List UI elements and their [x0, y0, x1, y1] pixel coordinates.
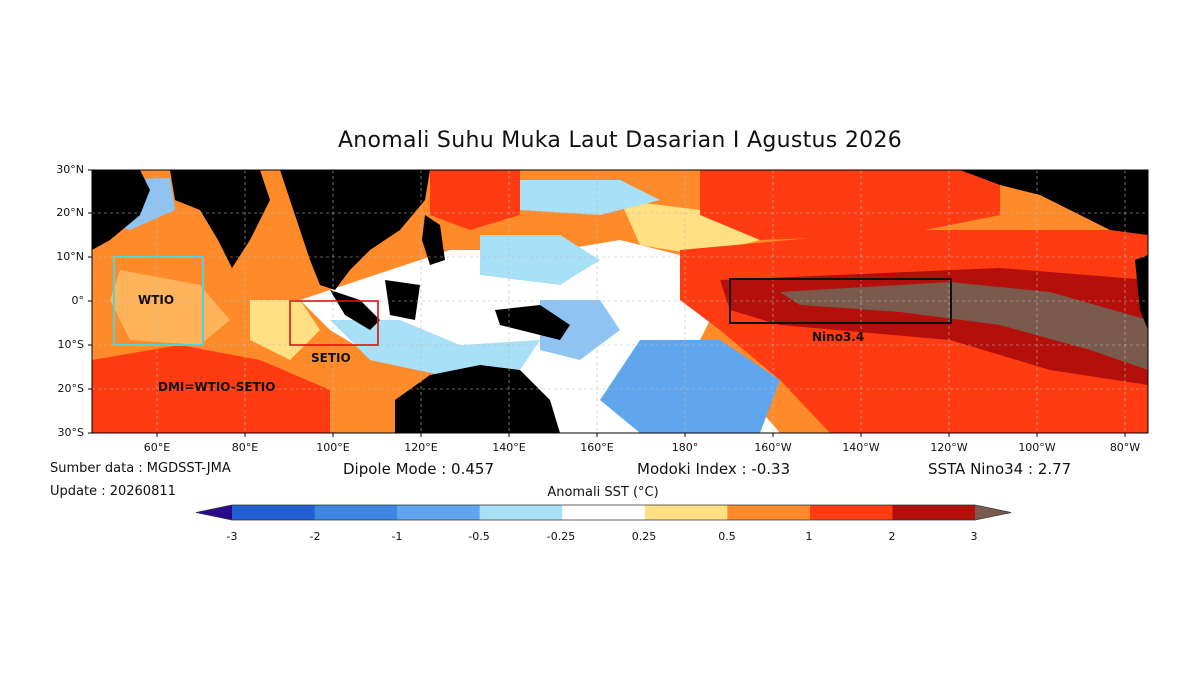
update-date: Update : 20260811	[50, 484, 176, 499]
land-philippines	[422, 215, 445, 265]
colorbar-tick-label: -3	[226, 530, 238, 543]
colorbar-extend-high	[975, 505, 1011, 520]
lat-label: 0°	[71, 294, 85, 307]
lon-label: 140°E	[492, 441, 526, 454]
land-sumatra-borneo	[330, 280, 420, 330]
lon-label: 180°	[671, 441, 699, 454]
lat-label: 30°N	[56, 163, 84, 176]
land-americas	[960, 170, 1148, 235]
land-arabia-africa	[92, 170, 150, 250]
land-new-guinea	[495, 305, 570, 340]
north-pacific-strong-warm	[430, 170, 520, 230]
lat-label: 10°N	[56, 250, 84, 263]
indian-ocean-strong-warm	[92, 345, 330, 433]
colorbar-segment	[479, 505, 563, 520]
colorbar-segment	[892, 505, 976, 520]
lon-label: 60°E	[143, 441, 171, 454]
north-pacific-mild	[620, 200, 760, 255]
indian-ocean-mild-area	[110, 270, 230, 345]
colorbar-tick-label: 1	[805, 530, 813, 543]
lat-label: 20°S	[57, 382, 84, 395]
lon-label: 120°W	[930, 441, 968, 454]
colorbar-segment	[644, 505, 728, 520]
map-gridlines	[92, 170, 1148, 433]
colorbar-tick-label: -0.25	[546, 530, 576, 543]
wtio-box	[113, 256, 204, 346]
lon-label: 120°E	[404, 441, 438, 454]
colorbar-tick-label: -0.5	[468, 530, 490, 543]
land-south-america-coast	[1135, 255, 1148, 330]
lon-label: 160°W	[754, 441, 792, 454]
colorbar-extend-low	[196, 505, 232, 520]
figure-title: Anomali Suhu Muka Laut Dasarian I Agustu…	[337, 128, 903, 153]
colorbar-tick-label: 3	[970, 530, 978, 543]
lon-label: 140°W	[842, 441, 880, 454]
colorbar-tick-label: 0.5	[718, 530, 736, 543]
land-australia	[395, 365, 560, 433]
setio-box	[289, 300, 379, 346]
lon-label: 100°W	[1018, 441, 1056, 454]
colorbar-segment	[727, 505, 811, 520]
nino34-box	[729, 278, 952, 324]
lon-label: 80°E	[231, 441, 259, 454]
north-pacific-cool-band	[520, 180, 660, 215]
land-southeast-asia	[280, 170, 430, 290]
dmi-label: DMI=WTIO-SETIO	[158, 380, 275, 394]
colorbar-tick-label: -2	[309, 530, 321, 543]
lon-label: 100°E	[316, 441, 350, 454]
colorbar-outline	[195, 504, 1012, 521]
colorbar-tick-label: -1	[391, 530, 403, 543]
wtio-label: WTIO	[138, 293, 174, 307]
colorbar-segment	[314, 505, 398, 520]
colorbar-title: Anomali SST (°C)	[547, 485, 659, 500]
lat-label: 10°S	[57, 338, 84, 351]
north-west-pacific-cool	[480, 235, 600, 285]
nino34-label: Nino3.4	[812, 330, 864, 344]
dipole-mode-index: Dipole Mode : 0.457	[343, 460, 494, 478]
map-axis-ticks	[88, 169, 1126, 437]
equatorial-pacific-extreme-warm	[780, 282, 1148, 370]
colorbar	[195, 504, 1012, 521]
colorbar-segment	[809, 505, 893, 520]
modoki-index: Modoki Index : -0.33	[637, 460, 791, 478]
south-pacific-cool	[600, 340, 780, 433]
indonesia-cool	[330, 320, 540, 375]
colorbar-segment	[232, 505, 316, 520]
colorbar-tick-label: 2	[888, 530, 896, 543]
setio-label: SETIO	[311, 351, 351, 365]
ssta-nino34: SSTA Nino34 : 2.77	[928, 460, 1072, 478]
lon-label: 80°W	[1109, 441, 1141, 454]
colorbar-tick-label: 0.25	[631, 530, 657, 543]
lon-label: 160°E	[580, 441, 614, 454]
lat-label: 20°N	[56, 206, 84, 219]
central-north-pacific-warm	[700, 170, 1000, 240]
lat-label: 30°S	[57, 426, 84, 439]
colorbar-segment	[397, 505, 481, 520]
colorbar-segment	[562, 505, 646, 520]
data-source: Sumber data : MGDSST-JMA	[50, 461, 231, 476]
